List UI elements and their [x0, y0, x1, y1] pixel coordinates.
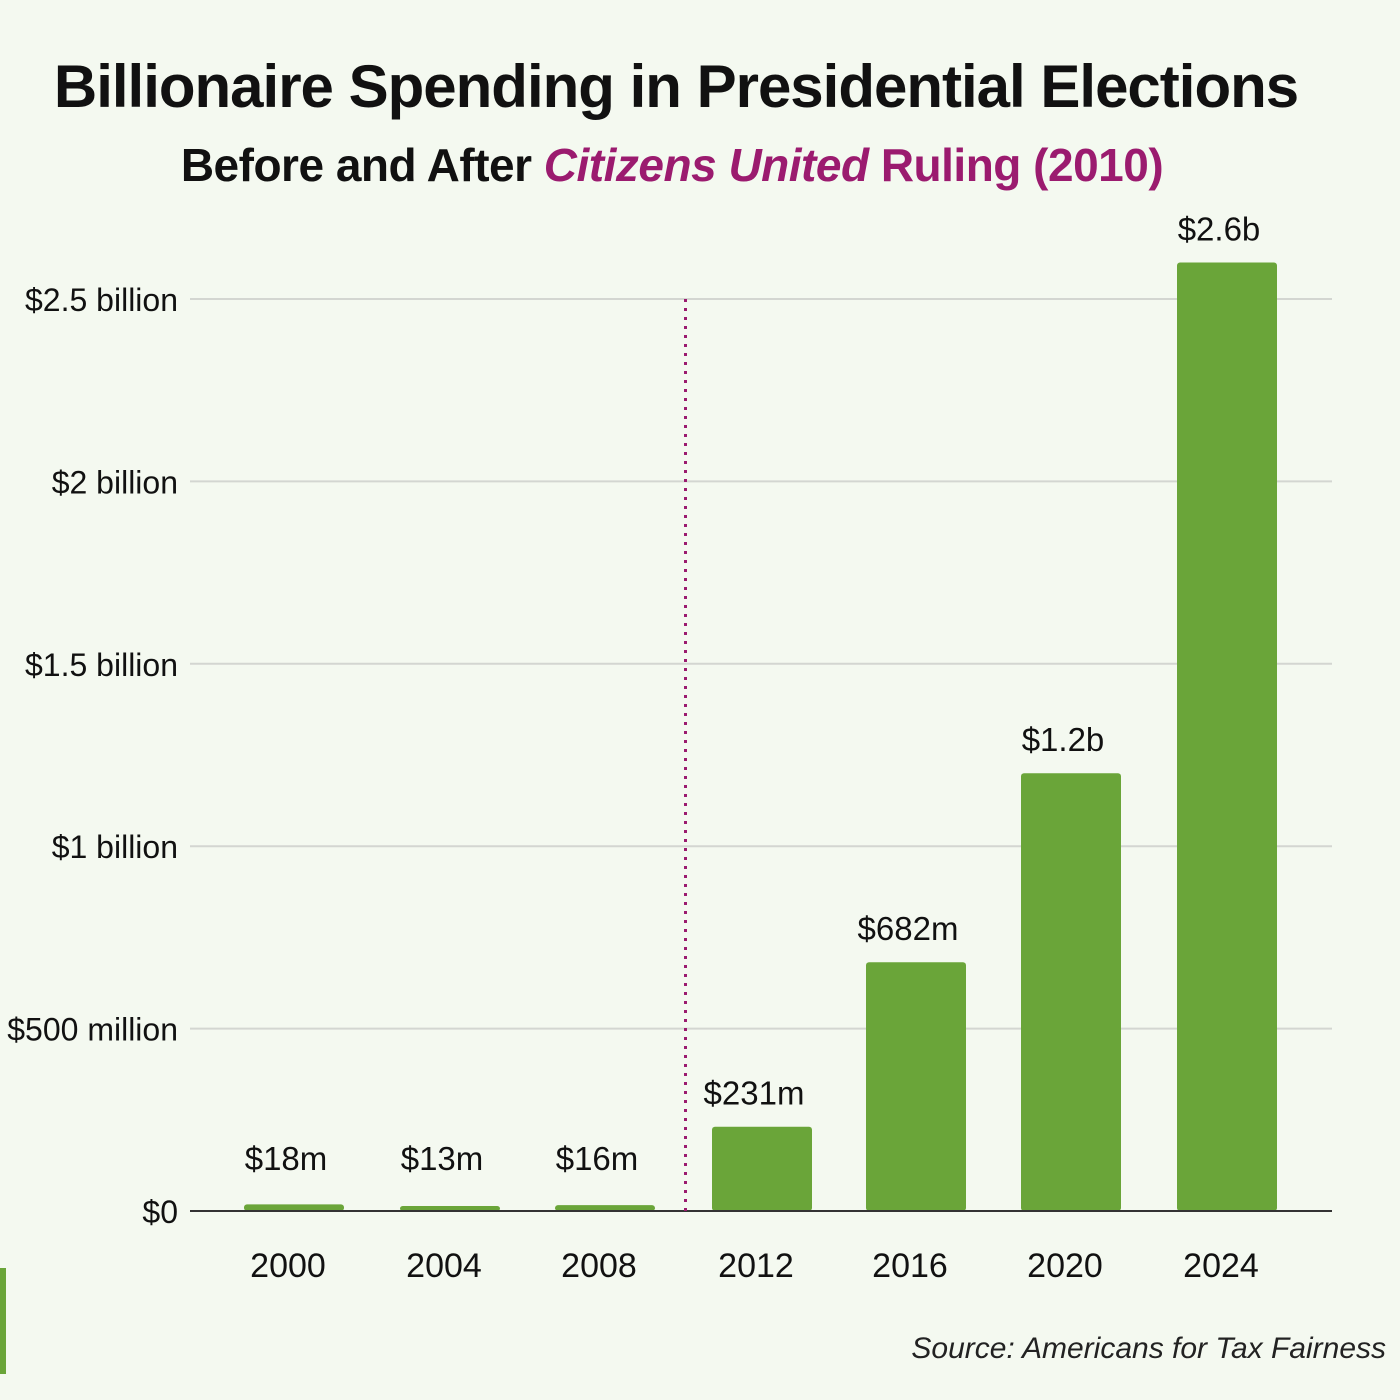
x-tick-label-2012: 2012	[718, 1247, 794, 1285]
value-label-2016: $682m	[858, 910, 959, 947]
subtitle-citizens-united: Citizens United	[543, 139, 869, 191]
value-label-2020: $1.2b	[1022, 721, 1105, 758]
decorative-accent-bar	[0, 1268, 6, 1374]
bar-2012	[712, 1126, 812, 1211]
x-tick-label-2000: 2000	[250, 1247, 326, 1285]
bar-2016	[866, 962, 966, 1211]
y-tick-label: $0	[142, 1194, 178, 1230]
subtitle-suffix: Ruling (2010)	[880, 139, 1164, 191]
value-label-2004: $13m	[401, 1140, 484, 1177]
y-tick-label: $2 billion	[52, 464, 178, 500]
subtitle-prefix: Before and After	[180, 139, 532, 191]
chart-subtitle: Before and After Citizens United Ruling …	[0, 138, 1344, 192]
x-tick-label-2024: 2024	[1183, 1247, 1259, 1285]
value-label-2008: $16m	[556, 1140, 639, 1177]
source-note: Source: Americans for Tax Fairness	[911, 1332, 1386, 1365]
value-label-2000: $18m	[245, 1140, 328, 1177]
chart-title: Billionaire Spending in Presidential Ele…	[53, 53, 1299, 120]
bar-2024	[1177, 262, 1277, 1211]
value-label-2024: $2.6b	[1178, 211, 1261, 248]
bar-2008	[555, 1205, 655, 1211]
bar-2004	[400, 1206, 500, 1211]
bar-2000	[244, 1204, 344, 1211]
y-tick-label: $500 million	[7, 1012, 178, 1048]
x-tick-label-2004: 2004	[406, 1247, 482, 1285]
bar-2020	[1021, 773, 1121, 1211]
x-tick-label-2020: 2020	[1027, 1247, 1103, 1285]
x-tick-label-2008: 2008	[561, 1247, 637, 1285]
value-label-2012: $231m	[704, 1075, 805, 1112]
y-tick-label: $2.5 billion	[25, 282, 178, 318]
y-tick-label: $1.5 billion	[25, 647, 178, 683]
y-tick-label: $1 billion	[52, 829, 178, 865]
x-tick-label-2016: 2016	[872, 1247, 948, 1285]
